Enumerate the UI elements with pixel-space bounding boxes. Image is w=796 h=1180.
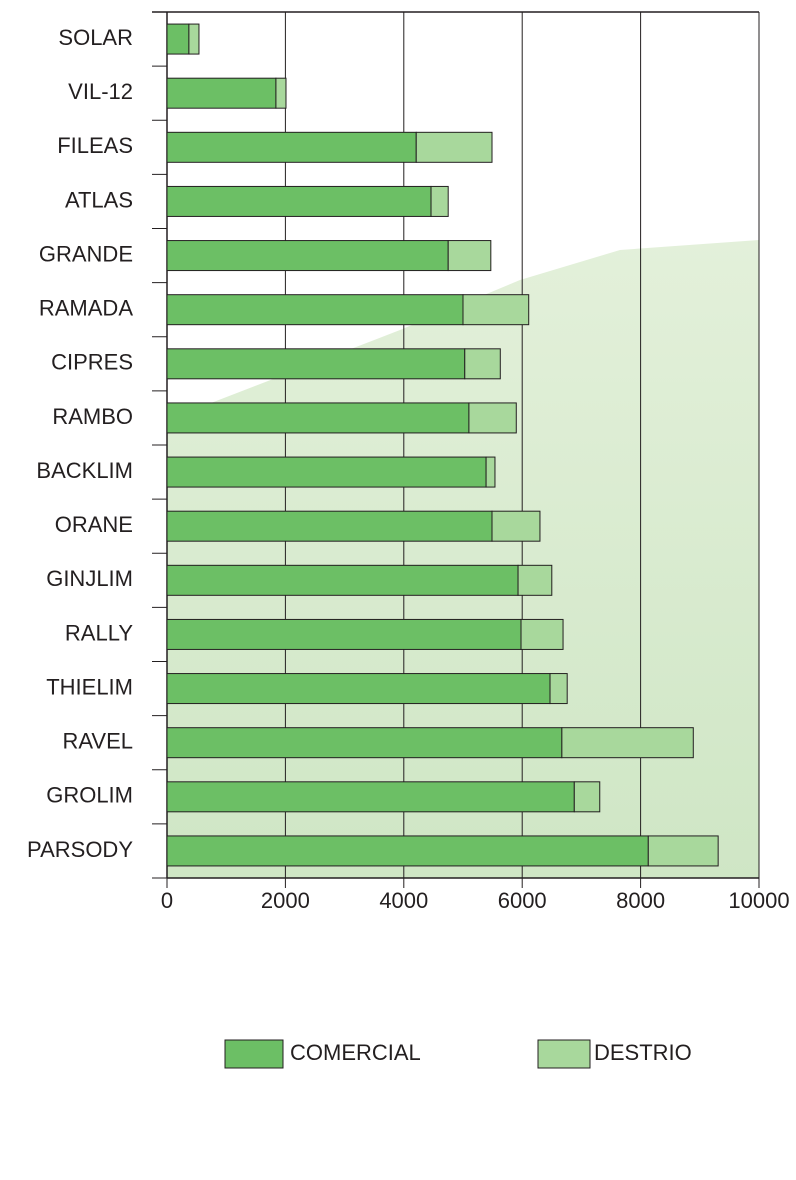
bar-segment bbox=[447, 240, 492, 272]
bar-segment bbox=[485, 456, 496, 488]
background-image bbox=[167, 240, 759, 878]
bar-segment bbox=[188, 23, 200, 55]
bar-segment bbox=[462, 294, 530, 326]
bar-segment bbox=[166, 240, 449, 272]
bar-segment bbox=[166, 131, 417, 163]
bar-segment bbox=[166, 294, 464, 326]
y-tick-label: GRANDE bbox=[39, 241, 133, 266]
y-tick-label: GINJLIM bbox=[46, 566, 133, 591]
y-tick-label: VIL-12 bbox=[68, 79, 133, 104]
bar-segment bbox=[573, 781, 601, 813]
bar-segment bbox=[647, 835, 719, 867]
y-tick-label: RAVEL bbox=[62, 729, 133, 754]
bar-segment bbox=[549, 673, 568, 705]
x-tick-label: 2000 bbox=[261, 888, 310, 913]
bar-segment bbox=[430, 185, 449, 217]
y-tick-label: CIPRES bbox=[51, 350, 133, 375]
bar-segment bbox=[166, 77, 277, 109]
bar-segment bbox=[464, 348, 501, 380]
bar-segment bbox=[275, 77, 287, 109]
y-tick-label: RAMBO bbox=[52, 404, 133, 429]
bar-segment bbox=[166, 835, 649, 867]
y-tick-label: FILEAS bbox=[57, 133, 133, 158]
bar-segment bbox=[166, 510, 493, 542]
y-tick-label: BACKLIM bbox=[36, 458, 133, 483]
bar-segment bbox=[561, 727, 694, 759]
y-tick-label: RAMADA bbox=[39, 296, 133, 321]
legend-swatch bbox=[224, 1039, 284, 1069]
y-tick-label: RALLY bbox=[65, 620, 133, 645]
x-tick-label: 6000 bbox=[498, 888, 547, 913]
bar-segment bbox=[166, 727, 563, 759]
y-tick-label: THIELIM bbox=[46, 674, 133, 699]
bar-segment bbox=[166, 456, 487, 488]
bar-segment bbox=[166, 23, 190, 55]
bar-segment bbox=[166, 673, 551, 705]
bar-segment bbox=[491, 510, 541, 542]
y-tick-label: ATLAS bbox=[65, 187, 133, 212]
bar-segment bbox=[166, 402, 470, 434]
bar-segment bbox=[166, 348, 466, 380]
bar-segment bbox=[166, 781, 575, 813]
y-tick-label: ORANE bbox=[55, 512, 133, 537]
y-tick-label: GROLIM bbox=[46, 783, 133, 808]
y-tick-label: SOLAR bbox=[58, 25, 133, 50]
bar-segment bbox=[517, 564, 553, 596]
bar-segment bbox=[520, 618, 564, 650]
legend-swatch bbox=[537, 1039, 591, 1069]
legend-label: COMERCIAL bbox=[290, 1040, 421, 1065]
x-tick-label: 8000 bbox=[616, 888, 665, 913]
x-tick-label: 4000 bbox=[379, 888, 428, 913]
x-tick-label: 10000 bbox=[728, 888, 789, 913]
bar-segment bbox=[166, 564, 519, 596]
bar-segment bbox=[415, 131, 493, 163]
bar-segment bbox=[468, 402, 517, 434]
bar-segment bbox=[166, 618, 522, 650]
x-tick-label: 0 bbox=[161, 888, 173, 913]
bar-segment bbox=[166, 185, 432, 217]
legend-label: DESTRIO bbox=[594, 1040, 692, 1065]
y-tick-label: PARSODY bbox=[27, 837, 133, 862]
